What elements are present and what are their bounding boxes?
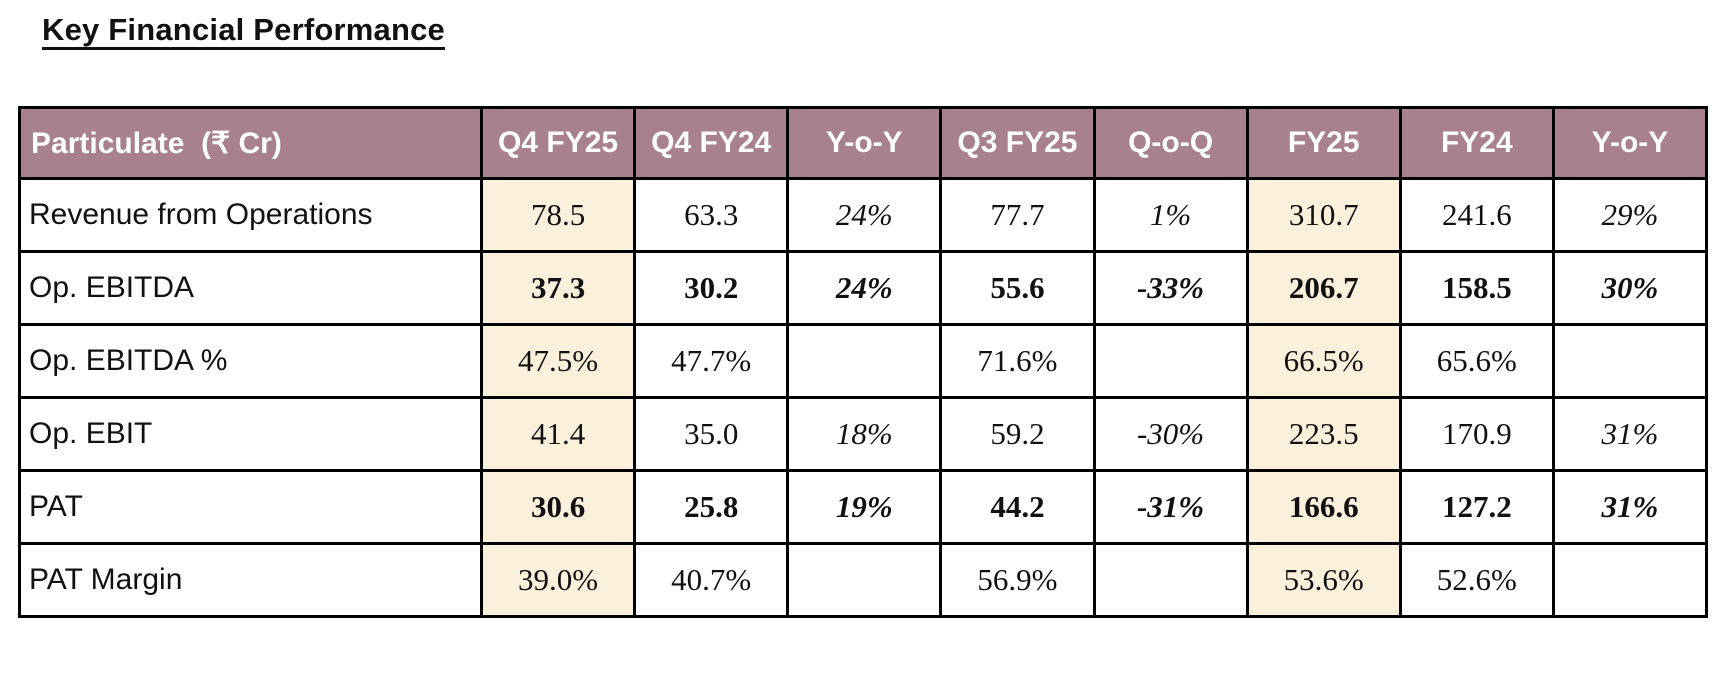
header-cell: Q3 FY25 <box>939 106 1096 180</box>
data-cell: 31% <box>1551 469 1709 545</box>
data-cell: 30% <box>1551 250 1709 326</box>
header-cell: FY24 <box>1398 106 1555 180</box>
header-cell: Q4 FY25 <box>479 106 637 180</box>
data-cell: -30% <box>1092 396 1249 472</box>
table-body: Revenue from Operations 78.5 63.3 24% 77.7 1%… <box>18 177 1709 618</box>
header-cell-particulars: Particulate (₹ Cr) <box>18 106 483 180</box>
data-cell: 31% <box>1551 396 1709 472</box>
data-cell: 71.6% <box>939 323 1096 399</box>
row-label: Op. EBITDA <box>18 250 483 326</box>
data-cell: 47.7% <box>633 323 790 399</box>
data-cell <box>1092 323 1249 399</box>
table-header-row: Particulate (₹ Cr) Q4 FY25 Q4 FY24 Y-o-Y Q3 … <box>18 106 1709 180</box>
data-cell: 65.6% <box>1398 323 1555 399</box>
data-cell: 55.6 <box>939 250 1096 326</box>
financial-table: Particulate (₹ Cr) Q4 FY25 Q4 FY24 Y-o-Y Q3 … <box>18 106 1709 618</box>
data-cell: 78.5 <box>479 177 637 253</box>
header-cell: Y-o-Y <box>1551 106 1709 180</box>
data-cell: 170.9 <box>1398 396 1555 472</box>
data-cell: 310.7 <box>1245 177 1402 253</box>
data-cell: -31% <box>1092 469 1249 545</box>
data-cell <box>786 542 943 618</box>
row-label: PAT <box>18 469 483 545</box>
data-cell: 63.3 <box>633 177 790 253</box>
row-label: Op. EBIT <box>18 396 483 472</box>
header-cell: FY25 <box>1245 106 1402 180</box>
data-cell: 158.5 <box>1398 250 1555 326</box>
data-cell: 59.2 <box>939 396 1096 472</box>
data-cell: 77.7 <box>939 177 1096 253</box>
data-cell: 35.0 <box>633 396 790 472</box>
table-row: Op. EBITDA % 47.5% 47.7% 71.6% 66.5% 65.6% <box>18 323 1709 399</box>
row-label: Revenue from Operations <box>18 177 483 253</box>
table-row: Op. EBITDA 37.3 30.2 24% 55.6 -33% 206.7 158.5 3… <box>18 250 1709 326</box>
table-row: PAT 30.6 25.8 19% 44.2 -31% 166.6 127.2 31% <box>18 469 1709 545</box>
header-cell: Q-o-Q <box>1092 106 1249 180</box>
data-cell: 41.4 <box>479 396 637 472</box>
data-cell: 40.7% <box>633 542 790 618</box>
page-title: Key Financial Performance <box>42 12 445 47</box>
table-row: Op. EBIT 41.4 35.0 18% 59.2 -30% 223.5 170.9 31% <box>18 396 1709 472</box>
data-cell: 29% <box>1551 177 1709 253</box>
data-cell <box>1551 542 1709 618</box>
data-cell: 206.7 <box>1245 250 1402 326</box>
data-cell <box>1551 323 1709 399</box>
data-cell: 223.5 <box>1245 396 1402 472</box>
data-cell: 127.2 <box>1398 469 1555 545</box>
data-cell: 39.0% <box>479 542 637 618</box>
data-cell: 47.5% <box>479 323 637 399</box>
data-cell: 53.6% <box>1245 542 1402 618</box>
row-label: Op. EBITDA % <box>18 323 483 399</box>
data-cell: 19% <box>786 469 943 545</box>
data-cell: 44.2 <box>939 469 1096 545</box>
data-cell <box>1092 542 1249 618</box>
data-cell: 30.6 <box>479 469 637 545</box>
header-cell: Y-o-Y <box>786 106 943 180</box>
data-cell: -33% <box>1092 250 1249 326</box>
data-cell: 37.3 <box>479 250 637 326</box>
data-cell: 25.8 <box>633 469 790 545</box>
data-cell: 24% <box>786 250 943 326</box>
data-cell: 52.6% <box>1398 542 1555 618</box>
data-cell: 56.9% <box>939 542 1096 618</box>
table-row: Revenue from Operations 78.5 63.3 24% 77.7 1%… <box>18 177 1709 253</box>
data-cell: 241.6 <box>1398 177 1555 253</box>
data-cell: 166.6 <box>1245 469 1402 545</box>
data-cell: 24% <box>786 177 943 253</box>
data-cell: 18% <box>786 396 943 472</box>
data-cell: 1% <box>1092 177 1249 253</box>
table-row: PAT Margin 39.0% 40.7% 56.9% 53.6% 52.6% <box>18 542 1709 618</box>
header-cell: Q4 FY24 <box>633 106 790 180</box>
data-cell: 30.2 <box>633 250 790 326</box>
row-label: PAT Margin <box>18 542 483 618</box>
data-cell <box>786 323 943 399</box>
data-cell: 66.5% <box>1245 323 1402 399</box>
